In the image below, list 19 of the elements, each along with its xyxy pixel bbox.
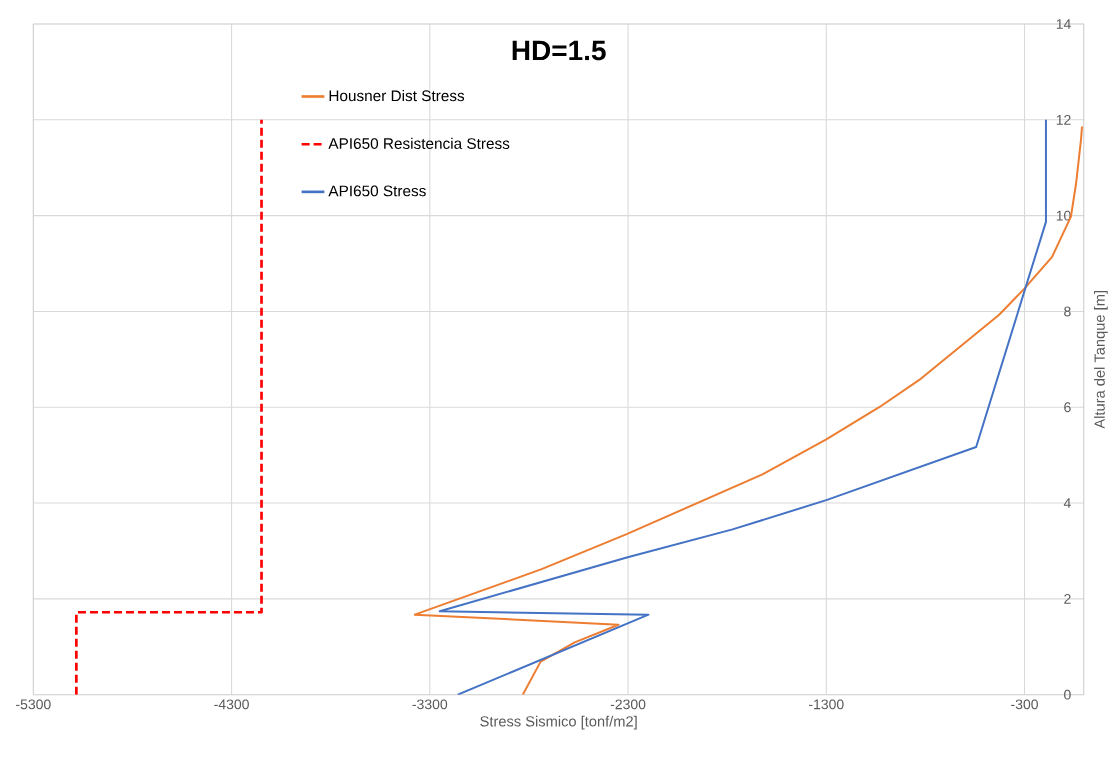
x-tick-label: -5300 [16,699,51,710]
chart-title: HD=1.5 [512,40,606,61]
y-tick-label: 8 [1064,306,1071,317]
y-tick-label: 6 [1064,402,1071,413]
y-tick-label: 0 [1064,689,1071,700]
x-tick-label: -3300 [412,699,448,710]
legend-label: Housner Dist Stress [329,90,465,102]
x-tick-label: -1300 [809,699,844,710]
x-tick-label: -4300 [214,699,249,710]
y-tick-label: 14 [1056,19,1071,29]
x-tick-label: -300 [1011,699,1038,710]
x-axis-title: Stress Sismico [tonf/m2] [480,715,637,730]
y-tick-label: 4 [1063,498,1071,509]
x-tick-label: -2300 [610,699,646,710]
y-tick-label: 12 [1056,115,1071,125]
legend-label: API650 Stress [328,185,426,197]
legend-label: API650 Resistencia Stress [328,137,510,150]
y-axis-title: Altura del Tanque [m] [1094,291,1108,429]
y-tick-label: 2 [1064,594,1071,604]
